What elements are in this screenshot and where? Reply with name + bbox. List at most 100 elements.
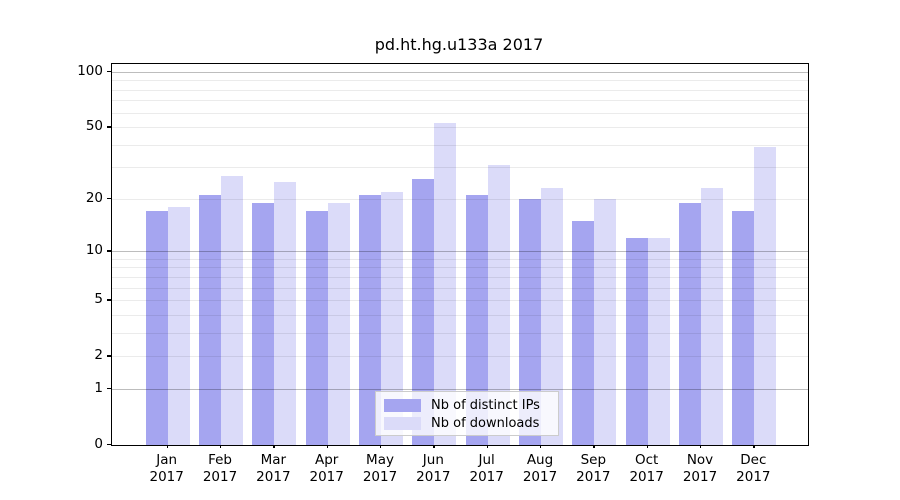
bar-distinct-ips-oct [625, 237, 648, 445]
x-tick-label-apr: Apr 2017 [297, 452, 357, 485]
y-tick-label-20: 20 [85, 189, 103, 206]
bar-distinct-ips-sep [572, 220, 595, 445]
x-tick-month: Sep [580, 452, 607, 468]
x-tick-mark-jan [166, 444, 169, 448]
bar-distinct-ips-nov [679, 202, 701, 445]
bar-downloads-apr [327, 202, 350, 445]
y-tick-mark-50 [107, 126, 111, 128]
x-tick-month: Jul [478, 452, 495, 468]
legend-swatch-downloads [384, 416, 421, 430]
x-tick-month: Jan [156, 452, 178, 468]
legend-label-distinct-ips: Nb of distinct IPs [431, 397, 540, 413]
x-tick-mark-mar [273, 444, 275, 448]
y-tick-mark-5 [107, 299, 111, 301]
x-tick-year: 2017 [256, 468, 291, 485]
x-tick-month: Mar [260, 452, 287, 468]
x-tick-year: 2017 [682, 468, 718, 485]
x-tick-year: 2017 [202, 468, 238, 485]
x-tick-label-sep: Sep 2017 [563, 452, 623, 485]
x-tick-label-jun: Jun 2017 [403, 452, 463, 485]
x-tick-mark-nov [700, 444, 702, 448]
legend-label-downloads: Nb of downloads [431, 415, 540, 431]
gridline-major-1 [112, 388, 808, 390]
x-tick-mark-jun [433, 444, 435, 448]
y-tick-mark-10 [107, 250, 111, 252]
gridline-minor-2 [112, 356, 808, 358]
y-tick-label-100: 100 [77, 63, 103, 79]
x-tick-month: Aug [526, 452, 554, 468]
x-tick-year: 2017 [629, 468, 664, 485]
legend-item-downloads: Nb of downloads [384, 415, 540, 431]
x-tick-month: Nov [686, 452, 714, 468]
bar-distinct-ips-jun [412, 178, 435, 445]
bar-distinct-ips-aug [519, 198, 541, 445]
gridline-minor-7 [112, 276, 808, 278]
x-tick-mark-aug [540, 444, 542, 448]
bar-distinct-ips-mar [252, 202, 275, 445]
legend: Nb of distinct IPs Nb of downloads [375, 391, 559, 436]
x-tick-label-mar: Mar 2017 [243, 452, 303, 485]
x-tick-year: 2017 [309, 468, 344, 485]
y-tick-label-10: 10 [85, 242, 103, 259]
y-tick-mark-1 [107, 387, 111, 390]
bar-downloads-jul [487, 164, 510, 445]
gridline-minor-3 [112, 332, 808, 334]
bar-downloads-oct [647, 237, 670, 445]
x-tick-mark-may [380, 444, 382, 448]
gridline-minor-9 [112, 258, 808, 260]
x-tick-label-nov: Nov 2017 [670, 452, 730, 485]
x-tick-label-dec: Dec 2017 [723, 452, 783, 485]
x-tick-mark-feb [220, 444, 222, 448]
y-tick-mark-20 [107, 197, 111, 200]
x-tick-year: 2017 [736, 468, 771, 485]
x-tick-mark-dec [753, 444, 755, 448]
gridline-minor-50 [112, 127, 808, 129]
x-tick-label-jan: Jan 2017 [137, 452, 197, 485]
x-tick-month: Feb [208, 452, 232, 468]
bar-downloads-jan [167, 207, 190, 445]
x-tick-year: 2017 [576, 468, 611, 485]
bar-distinct-ips-apr [305, 211, 328, 445]
legend-swatch-distinct-ips [384, 398, 421, 412]
x-tick-label-may: May 2017 [350, 452, 410, 485]
bar-downloads-feb [221, 175, 244, 445]
x-tick-mark-oct [646, 444, 649, 448]
x-tick-year: 2017 [362, 468, 398, 485]
x-tick-year: 2017 [416, 468, 451, 485]
gridline-minor-80 [112, 89, 808, 91]
x-tick-year: 2017 [149, 468, 184, 485]
bar-distinct-ips-may [359, 195, 382, 445]
x-tick-month: Oct [634, 452, 659, 468]
gridline-minor-6 [112, 287, 808, 289]
gridline-major-100 [112, 72, 808, 73]
x-tick-mark-sep [593, 444, 595, 448]
bar-downloads-may [381, 191, 404, 445]
bar-distinct-ips-feb [199, 195, 222, 445]
gridline-minor-4 [112, 314, 808, 316]
gridline-minor-8 [112, 267, 808, 269]
x-tick-mark-apr [326, 444, 329, 448]
bar-distinct-ips-jul [465, 195, 488, 445]
bar-distinct-ips-dec [732, 211, 755, 445]
gridline-minor-20 [112, 198, 808, 200]
y-tick-mark-100 [107, 71, 111, 73]
gridline-minor-5 [112, 300, 808, 302]
y-tick-label-1: 1 [94, 379, 103, 396]
x-tick-month: Dec [740, 452, 767, 468]
x-tick-year: 2017 [469, 468, 504, 485]
gridline-minor-70 [112, 100, 808, 102]
x-tick-month: May [366, 452, 394, 468]
x-tick-year: 2017 [522, 468, 558, 485]
bar-downloads-aug [541, 188, 563, 445]
bar-downloads-nov [701, 188, 723, 445]
gridline-minor-30 [112, 167, 808, 169]
bar-distinct-ips-jan [145, 211, 168, 445]
x-tick-label-jul: Jul 2017 [457, 452, 517, 485]
chart-title: pd.ht.hg.u133a 2017 [374, 35, 544, 54]
y-tick-label-2: 2 [94, 347, 103, 364]
y-tick-label-50: 50 [85, 118, 103, 135]
y-tick-mark-0 [107, 444, 111, 446]
plot-area: Nb of distinct IPs Nb of downloads [111, 63, 809, 446]
x-tick-label-oct: Oct 2017 [617, 452, 677, 485]
